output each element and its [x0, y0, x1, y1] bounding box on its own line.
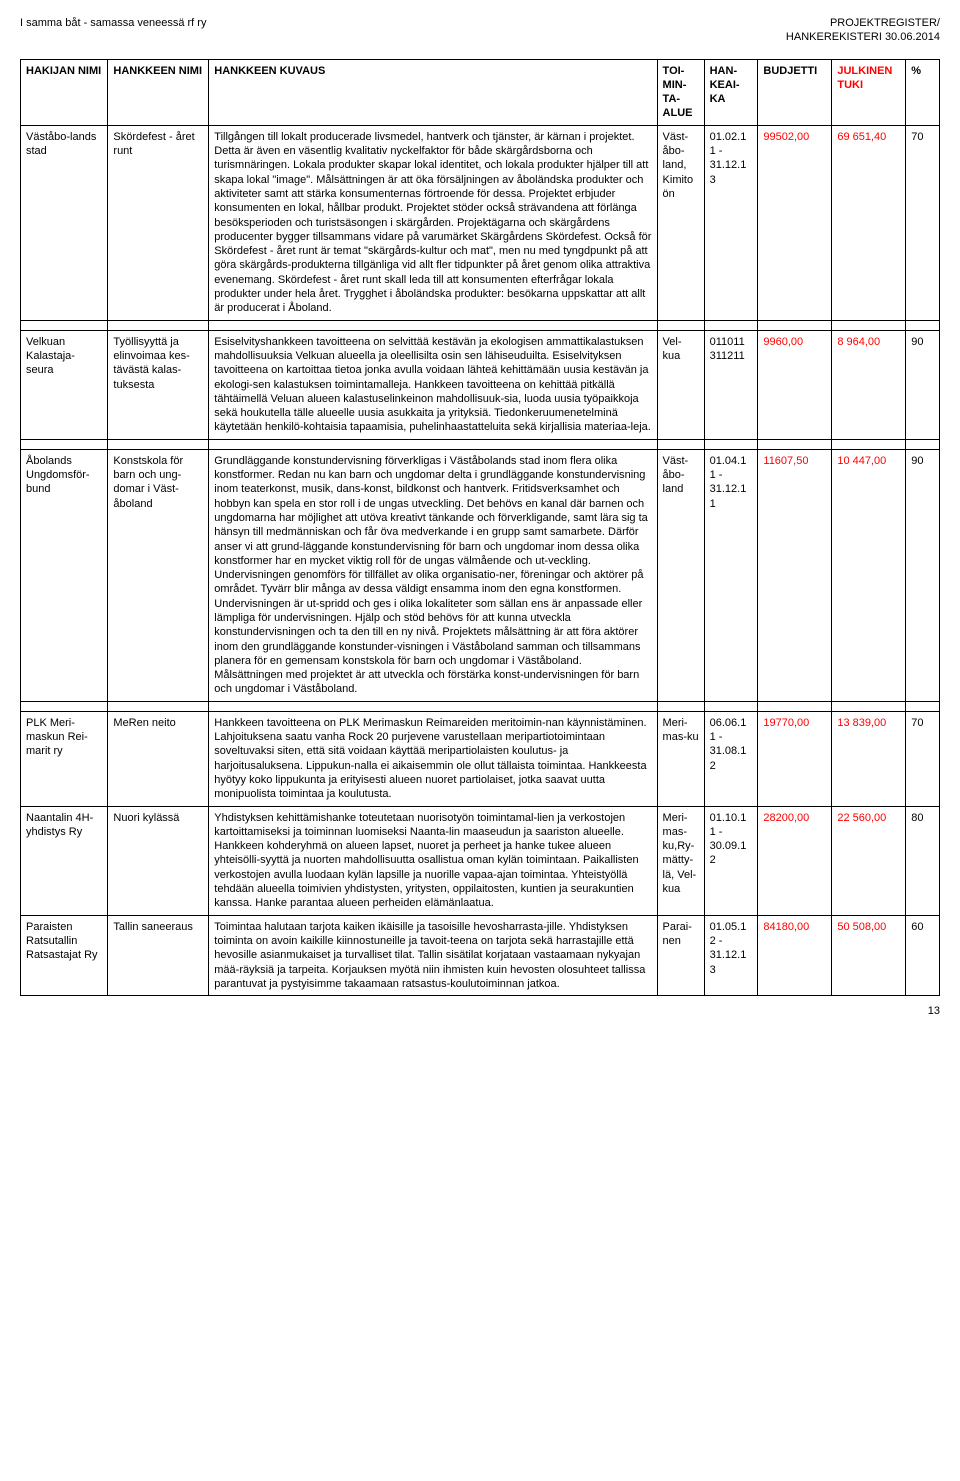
col-support: JULKINEN TUKI [832, 59, 906, 125]
col-project: HANKKEEN NIMI [108, 59, 209, 125]
cell-project: Konstskola för barn och ung-domar i Väst… [108, 449, 209, 701]
cell-pct: 90 [906, 330, 940, 439]
cell-applicant: PLK Meri-maskun Rei-marit ry [21, 711, 108, 806]
cell-applicant: Naantalin 4H-yhdistys Ry [21, 806, 108, 915]
cell-area: Vel-kua [657, 330, 704, 439]
cell-project: Skördefest - året runt [108, 125, 209, 320]
header-left: I samma båt - samassa veneessä rf ry [20, 16, 206, 45]
cell-area: Meri-mas-ku,Ry-mätty-lä, Vel-kua [657, 806, 704, 915]
table-row: Väståbo-lands stadSkördefest - året runt… [21, 125, 940, 320]
cell-support: 50 508,00 [832, 915, 906, 995]
cell-area: Meri-mas-ku [657, 711, 704, 806]
cell-project: Nuori kylässä [108, 806, 209, 915]
cell-project: Tallin saneeraus [108, 915, 209, 995]
cell-support: 13 839,00 [832, 711, 906, 806]
col-pct: % [906, 59, 940, 125]
cell-applicant: Väståbo-lands stad [21, 125, 108, 320]
page-header: I samma båt - samassa veneessä rf ry PRO… [20, 16, 940, 45]
cell-area: Parai-nen [657, 915, 704, 995]
cell-applicant: Velkuan Kalastaja-seura [21, 330, 108, 439]
table-row: PLK Meri-maskun Rei-marit ryMeRen neitoH… [21, 711, 940, 806]
spacer-row [21, 439, 940, 449]
cell-budget: 19770,00 [758, 711, 832, 806]
cell-applicant: Åbolands Ungdomsför-bund [21, 449, 108, 701]
header-right-2: HANKEREKISTERI 30.06.2014 [786, 30, 940, 44]
cell-area: Väst-åbo-land, Kimito ön [657, 125, 704, 320]
header-right: PROJEKTREGISTER/ HANKEREKISTERI 30.06.20… [786, 16, 940, 45]
cell-description: Esiselvityshankkeen tavoitteena on selvi… [209, 330, 657, 439]
cell-pct: 90 [906, 449, 940, 701]
cell-project: Työllisyyttä ja elinvoimaa kes-tävästä k… [108, 330, 209, 439]
cell-budget: 9960,00 [758, 330, 832, 439]
page-number: 13 [20, 1004, 940, 1018]
cell-period: 01.05.1 2 - 31.12.1 3 [704, 915, 758, 995]
col-budget: BUDJETTI [758, 59, 832, 125]
spacer-row [21, 320, 940, 330]
table-row: Velkuan Kalastaja-seuraTyöllisyyttä ja e… [21, 330, 940, 439]
cell-applicant: Paraisten Ratsutallin Ratsastajat Ry [21, 915, 108, 995]
cell-support: 8 964,00 [832, 330, 906, 439]
cell-description: Tillgången till lokalt producerade livsm… [209, 125, 657, 320]
cell-period: 01.02.1 1 - 31.12.1 3 [704, 125, 758, 320]
table-row: Paraisten Ratsutallin Ratsastajat RyTall… [21, 915, 940, 995]
cell-support: 22 560,00 [832, 806, 906, 915]
col-area: TOI-MIN-TA-ALUE [657, 59, 704, 125]
cell-area: Väst-åbo-land [657, 449, 704, 701]
table-row: Åbolands Ungdomsför-bundKonstskola för b… [21, 449, 940, 701]
cell-project: MeRen neito [108, 711, 209, 806]
cell-support: 69 651,40 [832, 125, 906, 320]
cell-pct: 80 [906, 806, 940, 915]
col-period: HAN-KEAI-KA [704, 59, 758, 125]
cell-pct: 70 [906, 125, 940, 320]
cell-description: Grundläggande konstundervisning förverkl… [209, 449, 657, 701]
cell-pct: 70 [906, 711, 940, 806]
cell-pct: 60 [906, 915, 940, 995]
project-table: HAKIJAN NIMI HANKKEEN NIMI HANKKEEN KUVA… [20, 59, 940, 997]
cell-period: 01.10.1 1 - 30.09.1 2 [704, 806, 758, 915]
spacer-row [21, 701, 940, 711]
cell-period: 06.06.1 1 - 31.08.1 2 [704, 711, 758, 806]
col-description: HANKKEEN KUVAUS [209, 59, 657, 125]
cell-budget: 28200,00 [758, 806, 832, 915]
cell-budget: 11607,50 [758, 449, 832, 701]
cell-description: Hankkeen tavoitteena on PLK Merimaskun R… [209, 711, 657, 806]
cell-description: Toimintaa halutaan tarjota kaiken ikäisi… [209, 915, 657, 995]
cell-period: 011011 311211 [704, 330, 758, 439]
cell-budget: 99502,00 [758, 125, 832, 320]
cell-period: 01.04.1 1 - 31.12.1 1 [704, 449, 758, 701]
table-header-row: HAKIJAN NIMI HANKKEEN NIMI HANKKEEN KUVA… [21, 59, 940, 125]
cell-support: 10 447,00 [832, 449, 906, 701]
cell-budget: 84180,00 [758, 915, 832, 995]
col-applicant: HAKIJAN NIMI [21, 59, 108, 125]
cell-description: Yhdistyksen kehittämishanke toteutetaan … [209, 806, 657, 915]
header-right-1: PROJEKTREGISTER/ [786, 16, 940, 30]
table-row: Naantalin 4H-yhdistys RyNuori kylässäYhd… [21, 806, 940, 915]
